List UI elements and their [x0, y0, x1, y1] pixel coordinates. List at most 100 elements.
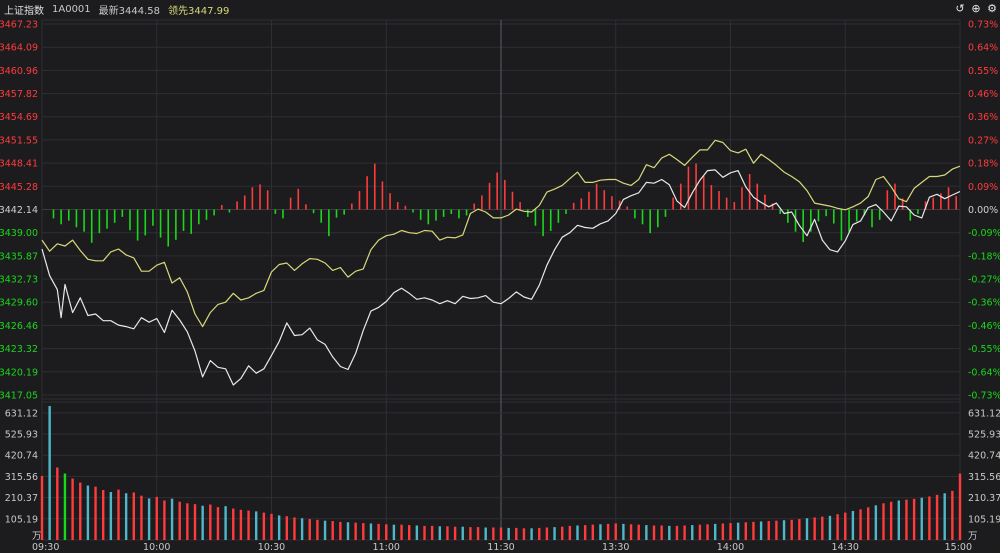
- diff-bar: [526, 209, 529, 217]
- diff-bar: [679, 183, 682, 210]
- diff-bar: [442, 209, 445, 217]
- diff-bar: [320, 209, 323, 223]
- diff-bar: [664, 209, 667, 217]
- volume-unit-label-right: 万: [968, 531, 978, 542]
- volume-bar: [293, 517, 296, 540]
- diff-bar: [404, 205, 407, 210]
- latest-price: 最新3444.58: [98, 5, 161, 17]
- diff-bar: [465, 209, 468, 216]
- diff-bar: [878, 209, 881, 220]
- diff-bar: [794, 209, 797, 232]
- diff-bar: [947, 187, 950, 210]
- volume-bar: [775, 520, 778, 540]
- volume-bar: [844, 512, 847, 540]
- volume-bar: [346, 522, 350, 540]
- time-tick-label: 15:00: [945, 542, 972, 553]
- price-tick-label: 3423.32: [0, 344, 38, 355]
- time-tick-label: 11:30: [487, 542, 514, 553]
- volume-bar: [232, 508, 235, 540]
- volume-bar: [935, 494, 939, 540]
- price-tick-label: 3426.46: [0, 321, 38, 332]
- volume-bar: [132, 492, 135, 540]
- diff-bar: [412, 209, 414, 213]
- time-tick-label: 09:30: [32, 542, 59, 553]
- volume-bar: [706, 524, 709, 540]
- volume-bar: [392, 524, 396, 540]
- volume-bar: [691, 525, 694, 540]
- price-tick-label: 3439.00: [0, 228, 38, 239]
- diff-bar: [519, 202, 521, 210]
- volume-bar: [897, 500, 900, 540]
- price-tick-label: 3445.28: [0, 182, 38, 193]
- volume-bar: [484, 527, 487, 540]
- volume-bar: [124, 493, 128, 540]
- settings-icon[interactable]: ⚙: [987, 1, 997, 15]
- diff-bar: [213, 209, 215, 216]
- volume-bar: [920, 497, 923, 540]
- diff-bar: [940, 193, 942, 210]
- volume-bar: [736, 522, 740, 540]
- volume-bar: [300, 518, 304, 540]
- time-tick-label: 14:30: [832, 542, 859, 553]
- volume-tick-label: 210.37: [5, 493, 38, 504]
- diff-bar: [75, 209, 78, 228]
- volume-bar: [721, 523, 725, 540]
- volume-tick-label: 525.93: [5, 430, 38, 441]
- pct-tick-label: 0.27%: [968, 135, 998, 146]
- diff-bar: [473, 203, 476, 210]
- chart-toolbar: ↺ ⊕ ⚙: [954, 1, 998, 15]
- volume-bar: [140, 495, 143, 540]
- diff-bar: [901, 198, 904, 210]
- volume-bar: [561, 526, 564, 540]
- diff-bar: [243, 195, 246, 210]
- diff-bar: [488, 182, 491, 210]
- diff-bar: [159, 209, 162, 238]
- diff-bar: [733, 202, 736, 210]
- volume-bar: [568, 525, 572, 540]
- volume-bar: [71, 478, 74, 540]
- pct-tick-label: -0.18%: [968, 251, 1000, 262]
- time-tick-label: 11:00: [373, 542, 400, 553]
- time-tick-label: 14:00: [717, 542, 744, 553]
- price-tick-label: 3467.23: [0, 20, 38, 31]
- undo-icon[interactable]: ↺: [955, 1, 965, 15]
- volume-bar: [889, 501, 893, 540]
- volume-bar: [629, 524, 633, 540]
- diff-bar: [787, 209, 789, 223]
- volume-bar: [40, 475, 44, 540]
- diff-bar: [113, 209, 116, 223]
- volume-bar: [94, 486, 97, 540]
- volume-bar: [438, 526, 441, 540]
- volume-tick-label: 420.74: [5, 451, 38, 462]
- time-tick-label: 10:00: [143, 542, 170, 553]
- volume-bar: [668, 525, 671, 540]
- diff-bar: [175, 209, 177, 240]
- volume-bar: [385, 524, 388, 540]
- volume-bar: [308, 519, 311, 540]
- volume-bar: [515, 527, 518, 540]
- zoom-in-icon[interactable]: ⊕: [971, 1, 981, 15]
- diff-bar: [611, 196, 613, 210]
- volume-bar: [400, 524, 403, 540]
- diff-bar: [848, 209, 850, 232]
- volume-bar: [262, 512, 266, 540]
- diff-bar: [427, 209, 430, 225]
- diff-bar: [718, 191, 720, 210]
- volume-bar: [415, 525, 419, 540]
- pct-tick-label: 0.09%: [968, 182, 998, 193]
- volume-tick-label: 631.12: [5, 408, 38, 419]
- price-line: [41, 169, 961, 386]
- diff-bar: [152, 209, 154, 226]
- diff-bar: [810, 209, 812, 232]
- diff-bar: [595, 183, 598, 210]
- price-tick-label: 3454.69: [0, 112, 38, 123]
- diff-bar: [129, 209, 131, 231]
- diff-bar: [825, 209, 827, 217]
- diff-bar: [626, 206, 629, 210]
- volume-bar: [576, 525, 579, 540]
- diff-bar: [817, 209, 820, 222]
- diff-bar: [909, 209, 912, 221]
- diff-bar: [335, 209, 338, 218]
- volume-bar: [492, 527, 495, 540]
